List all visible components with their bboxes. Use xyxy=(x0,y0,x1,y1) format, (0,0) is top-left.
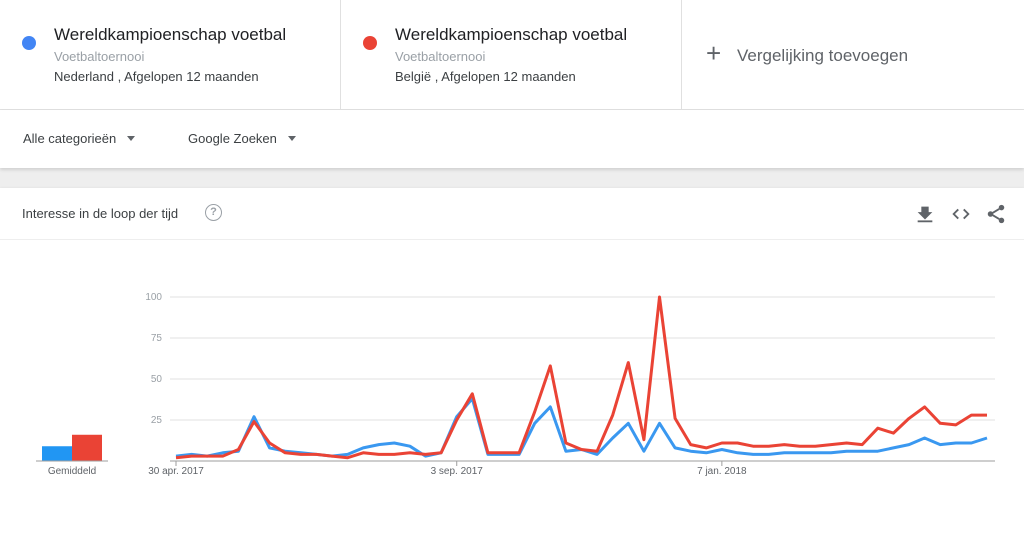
x-tick-label: 30 apr. 2017 xyxy=(148,466,204,477)
y-tick-label: 75 xyxy=(151,333,163,344)
card-header: Interesse in de loop der tijd ? xyxy=(0,188,1024,240)
term-region-period: België , Afgelopen 12 maanden xyxy=(395,69,576,84)
category-dropdown[interactable]: Alle categorieën xyxy=(23,131,136,146)
search-term-card-1[interactable]: Wereldkampioenschap voetbal Voetbaltoern… xyxy=(0,0,341,110)
y-tick-label: 50 xyxy=(151,374,163,385)
caret-down-icon xyxy=(127,136,136,141)
help-icon[interactable]: ? xyxy=(205,204,222,221)
x-tick-label: 7 jan. 2018 xyxy=(697,466,747,477)
x-tick-label: 3 sep. 2017 xyxy=(431,466,484,477)
interest-line-chart: 25 50 75 100 30 apr. 2017 3 sep. 2017 7 jan. 2… xyxy=(36,292,995,477)
term-subtitle: Voetbaltoernooi xyxy=(395,49,486,64)
y-tick-label: 25 xyxy=(151,415,163,426)
series-color-dot xyxy=(22,36,36,50)
search-type-dropdown-label: Google Zoeken xyxy=(188,131,277,146)
series-line-2 xyxy=(175,295,987,460)
filter-bar: Alle categorieën Google Zoeken xyxy=(0,110,1024,168)
plus-icon: + xyxy=(706,38,722,68)
series-line-1 xyxy=(175,397,988,458)
series-color-dot xyxy=(363,36,377,50)
y-tick-label: 100 xyxy=(145,292,162,303)
add-comparison-label: Vergelijking toevoegen xyxy=(737,46,909,65)
term-region-period: Nederland , Afgelopen 12 maanden xyxy=(54,69,259,84)
average-bar-2 xyxy=(72,434,102,461)
card-title: Interesse in de loop der tijd xyxy=(22,206,179,221)
term-title: Wereldkampioenschap voetbal xyxy=(54,25,287,44)
term-title: Wereldkampioenschap voetbal xyxy=(395,25,628,44)
average-label: Gemiddeld xyxy=(48,466,96,477)
interest-over-time-card: Interesse in de loop der tijd ? 25 50 75 10… xyxy=(0,188,1024,541)
term-subtitle: Voetbaltoernooi xyxy=(54,49,145,64)
search-term-card-2[interactable]: Wereldkampioenschap voetbal Voetbaltoern… xyxy=(341,0,682,110)
embed-icon[interactable] xyxy=(950,203,972,225)
caret-down-icon xyxy=(287,136,296,141)
category-dropdown-label: Alle categorieën xyxy=(23,131,117,146)
download-icon[interactable] xyxy=(914,203,936,225)
comparison-bar: Wereldkampioenschap voetbal Voetbaltoern… xyxy=(0,0,1024,110)
share-icon[interactable] xyxy=(985,203,1007,225)
average-bar-1 xyxy=(42,446,72,461)
add-comparison-button[interactable]: + Vergelijking toevoegen xyxy=(682,0,1024,110)
search-type-dropdown[interactable]: Google Zoeken xyxy=(188,131,296,146)
